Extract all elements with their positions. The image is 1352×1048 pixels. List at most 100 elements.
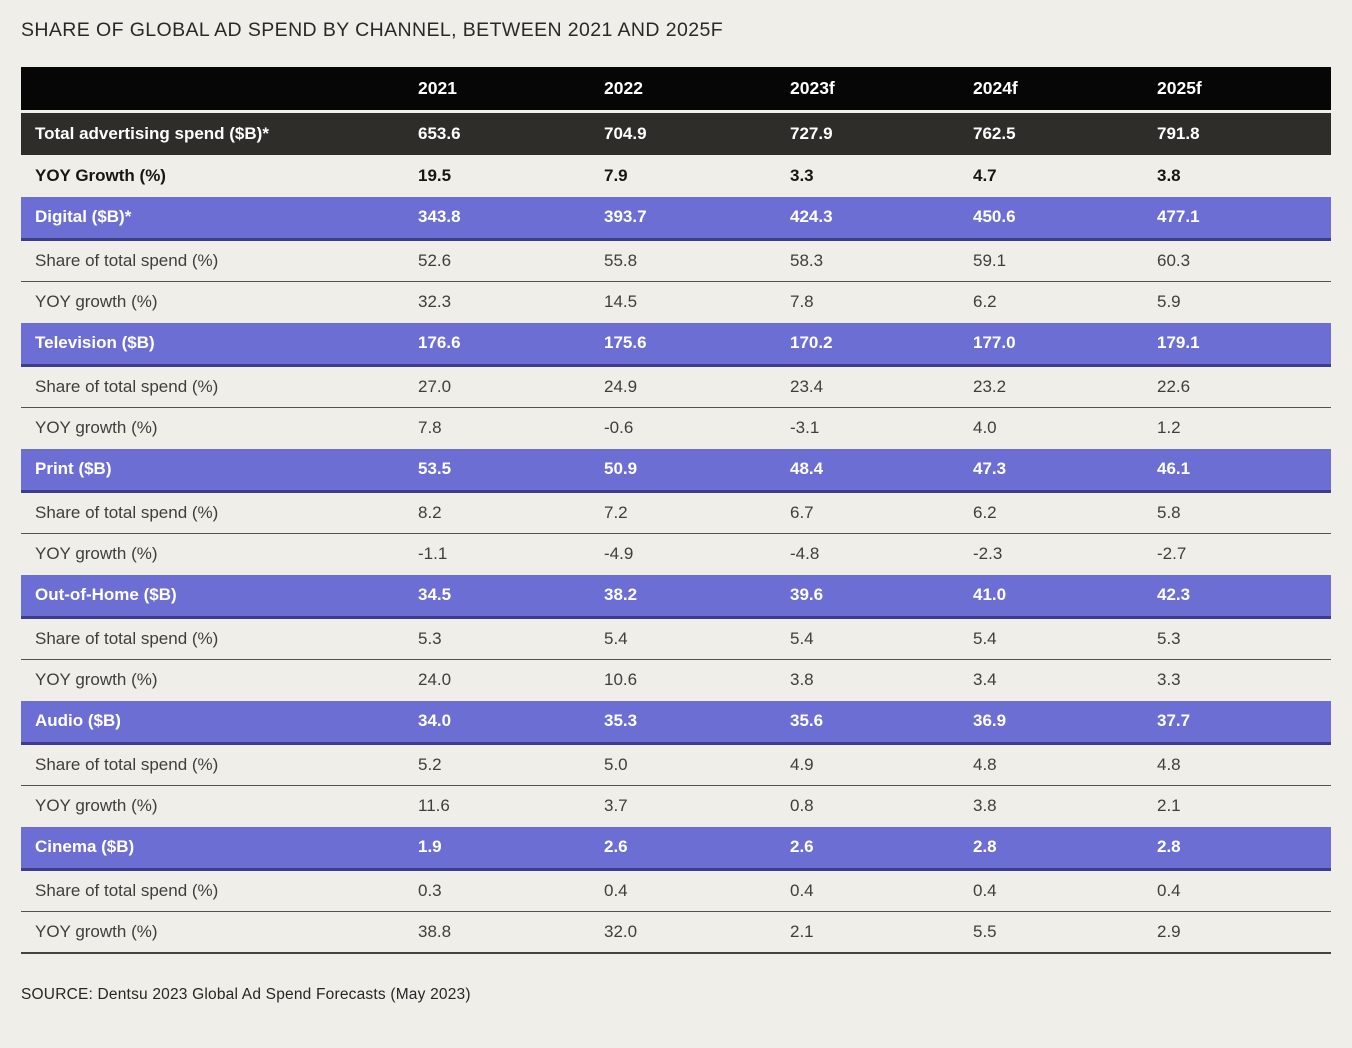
row-label: Audio ($B): [21, 701, 418, 745]
row-label: Cinema ($B): [21, 827, 418, 871]
table-row: YOY growth (%) 11.6 3.7 0.8 3.8 2.1: [21, 784, 1331, 827]
cell-value: 39.6: [790, 575, 973, 619]
cell-value: 6.7: [790, 502, 814, 522]
row-label: YOY growth (%): [21, 658, 418, 701]
cell-value: 58.3: [790, 250, 824, 270]
cell-value: -1.1: [418, 532, 604, 575]
cell-value: 179.1: [1157, 323, 1331, 367]
cell-value: 1.2: [1157, 406, 1331, 449]
cell-value: 393.7: [604, 197, 790, 241]
year-header-row: 2021 2022 2023f 2024f 2025f: [21, 67, 1331, 113]
cell-value: 4.0: [973, 406, 1157, 449]
cell-value: -3.1: [790, 406, 973, 449]
cell-value: 3.8: [973, 784, 1157, 827]
cell-value: 32.0: [604, 910, 790, 953]
cell-value: 7.9: [604, 166, 628, 185]
table-row: Share of total spend (%) 52.6 55.8 58.3 59.1…: [21, 239, 1331, 281]
cell-value: 0.4: [973, 880, 997, 900]
cell-value: 3.8: [1157, 166, 1181, 185]
page-title: SHARE OF GLOBAL AD SPEND BY CHANNEL, BET…: [21, 19, 724, 41]
table-row: YOY growth (%) 32.3 14.5 7.8 6.2 5.9: [21, 280, 1331, 323]
cell-value: 47.3: [973, 449, 1157, 493]
cell-value: 38.2: [604, 575, 790, 619]
column-header: 2025f: [1157, 67, 1331, 113]
cell-value: 704.9: [604, 123, 647, 143]
cell-value: 176.6: [418, 323, 604, 367]
cell-value: 24.0: [418, 658, 604, 701]
cell-value: 5.2: [418, 754, 442, 774]
cell-value: 23.4: [790, 376, 824, 396]
cell-value: 4.8: [1157, 754, 1181, 774]
cell-value: 2.6: [604, 827, 790, 871]
cell-value: 5.8: [1157, 502, 1181, 522]
cell-value: 59.1: [973, 250, 1007, 270]
cell-value: 38.8: [418, 910, 604, 953]
row-label: Share of total spend (%): [35, 628, 219, 648]
cell-value: 48.4: [790, 449, 973, 493]
cell-value: 175.6: [604, 323, 790, 367]
ad-spend-table: 2021 2022 2023f 2024f 2025f Total advertisin…: [21, 67, 1331, 954]
cell-value: 2.8: [973, 827, 1157, 871]
cell-value: 653.6: [418, 123, 461, 143]
cell-value: 5.5: [973, 910, 1157, 953]
cell-value: 32.3: [418, 280, 604, 323]
row-label: YOY Growth (%): [35, 166, 166, 185]
cell-value: 424.3: [790, 197, 973, 241]
cell-value: 34.0: [418, 701, 604, 745]
cell-value: 3.4: [973, 658, 1157, 701]
cell-value: 762.5: [973, 123, 1016, 143]
cell-value: 177.0: [973, 323, 1157, 367]
table-row: Share of total spend (%) 5.3 5.4 5.4 5.4 5.3: [21, 617, 1331, 659]
cell-value: 727.9: [790, 123, 833, 143]
cell-value: 19.5: [418, 166, 452, 185]
cell-value: 477.1: [1157, 197, 1331, 241]
row-label: YOY growth (%): [21, 784, 418, 827]
cell-value: 35.6: [790, 701, 973, 745]
column-header: 2021: [418, 67, 604, 113]
cell-value: 7.8: [418, 406, 604, 449]
cell-value: -2.7: [1157, 532, 1331, 575]
cell-value: 34.5: [418, 575, 604, 619]
cell-value: 0.4: [604, 880, 628, 900]
row-label: YOY growth (%): [21, 280, 418, 323]
cell-value: 60.3: [1157, 250, 1191, 270]
cell-value: 42.3: [1157, 575, 1331, 619]
cell-value: 3.3: [1157, 658, 1331, 701]
row-label: Print ($B): [21, 449, 418, 493]
cell-value: -4.9: [604, 532, 790, 575]
row-label: Share of total spend (%): [35, 376, 219, 396]
row-label: Total advertising spend ($B)*: [35, 123, 269, 143]
row-label: Television ($B): [21, 323, 418, 367]
cell-value: 5.3: [418, 628, 442, 648]
cell-value: 3.7: [604, 784, 790, 827]
cell-value: 2.1: [1157, 784, 1331, 827]
cell-value: 4.9: [790, 754, 814, 774]
cell-value: 5.3: [1157, 628, 1181, 648]
table-row: Total advertising spend ($B)* 653.6 704.9 7…: [21, 111, 1331, 155]
table-row: YOY growth (%) 24.0 10.6 3.8 3.4 3.3: [21, 658, 1331, 701]
cell-value: 6.2: [973, 502, 997, 522]
infographic-page: SHARE OF GLOBAL AD SPEND BY CHANNEL, BET…: [21, 19, 1331, 1003]
row-label: YOY growth (%): [21, 910, 418, 953]
cell-value: 170.2: [790, 323, 973, 367]
cell-value: 5.9: [1157, 280, 1331, 323]
cell-value: 4.8: [973, 754, 997, 774]
cell-value: 22.6: [1157, 376, 1191, 396]
cell-value: 5.0: [604, 754, 628, 774]
cell-value: 55.8: [604, 250, 638, 270]
cell-value: 10.6: [604, 658, 790, 701]
cell-value: 8.2: [418, 502, 442, 522]
table-row: YOY Growth (%) 19.5 7.9 3.3 4.7 3.8: [21, 155, 1331, 197]
cell-value: 0.8: [790, 784, 973, 827]
row-label: Share of total spend (%): [35, 502, 219, 522]
cell-value: 11.6: [418, 784, 604, 827]
column-header: 2022: [604, 67, 790, 113]
cell-value: 2.9: [1157, 910, 1331, 953]
cell-value: 5.4: [973, 628, 997, 648]
table-row: Television ($B) 176.6 175.6 170.2 177.0 179.1: [21, 323, 1331, 367]
cell-value: 35.3: [604, 701, 790, 745]
table-row: Digital ($B)* 343.8 393.7 424.3 450.6 477.1: [21, 197, 1331, 241]
row-label: YOY growth (%): [21, 406, 418, 449]
cell-value: 5.4: [604, 628, 628, 648]
row-label: Share of total spend (%): [35, 250, 219, 270]
